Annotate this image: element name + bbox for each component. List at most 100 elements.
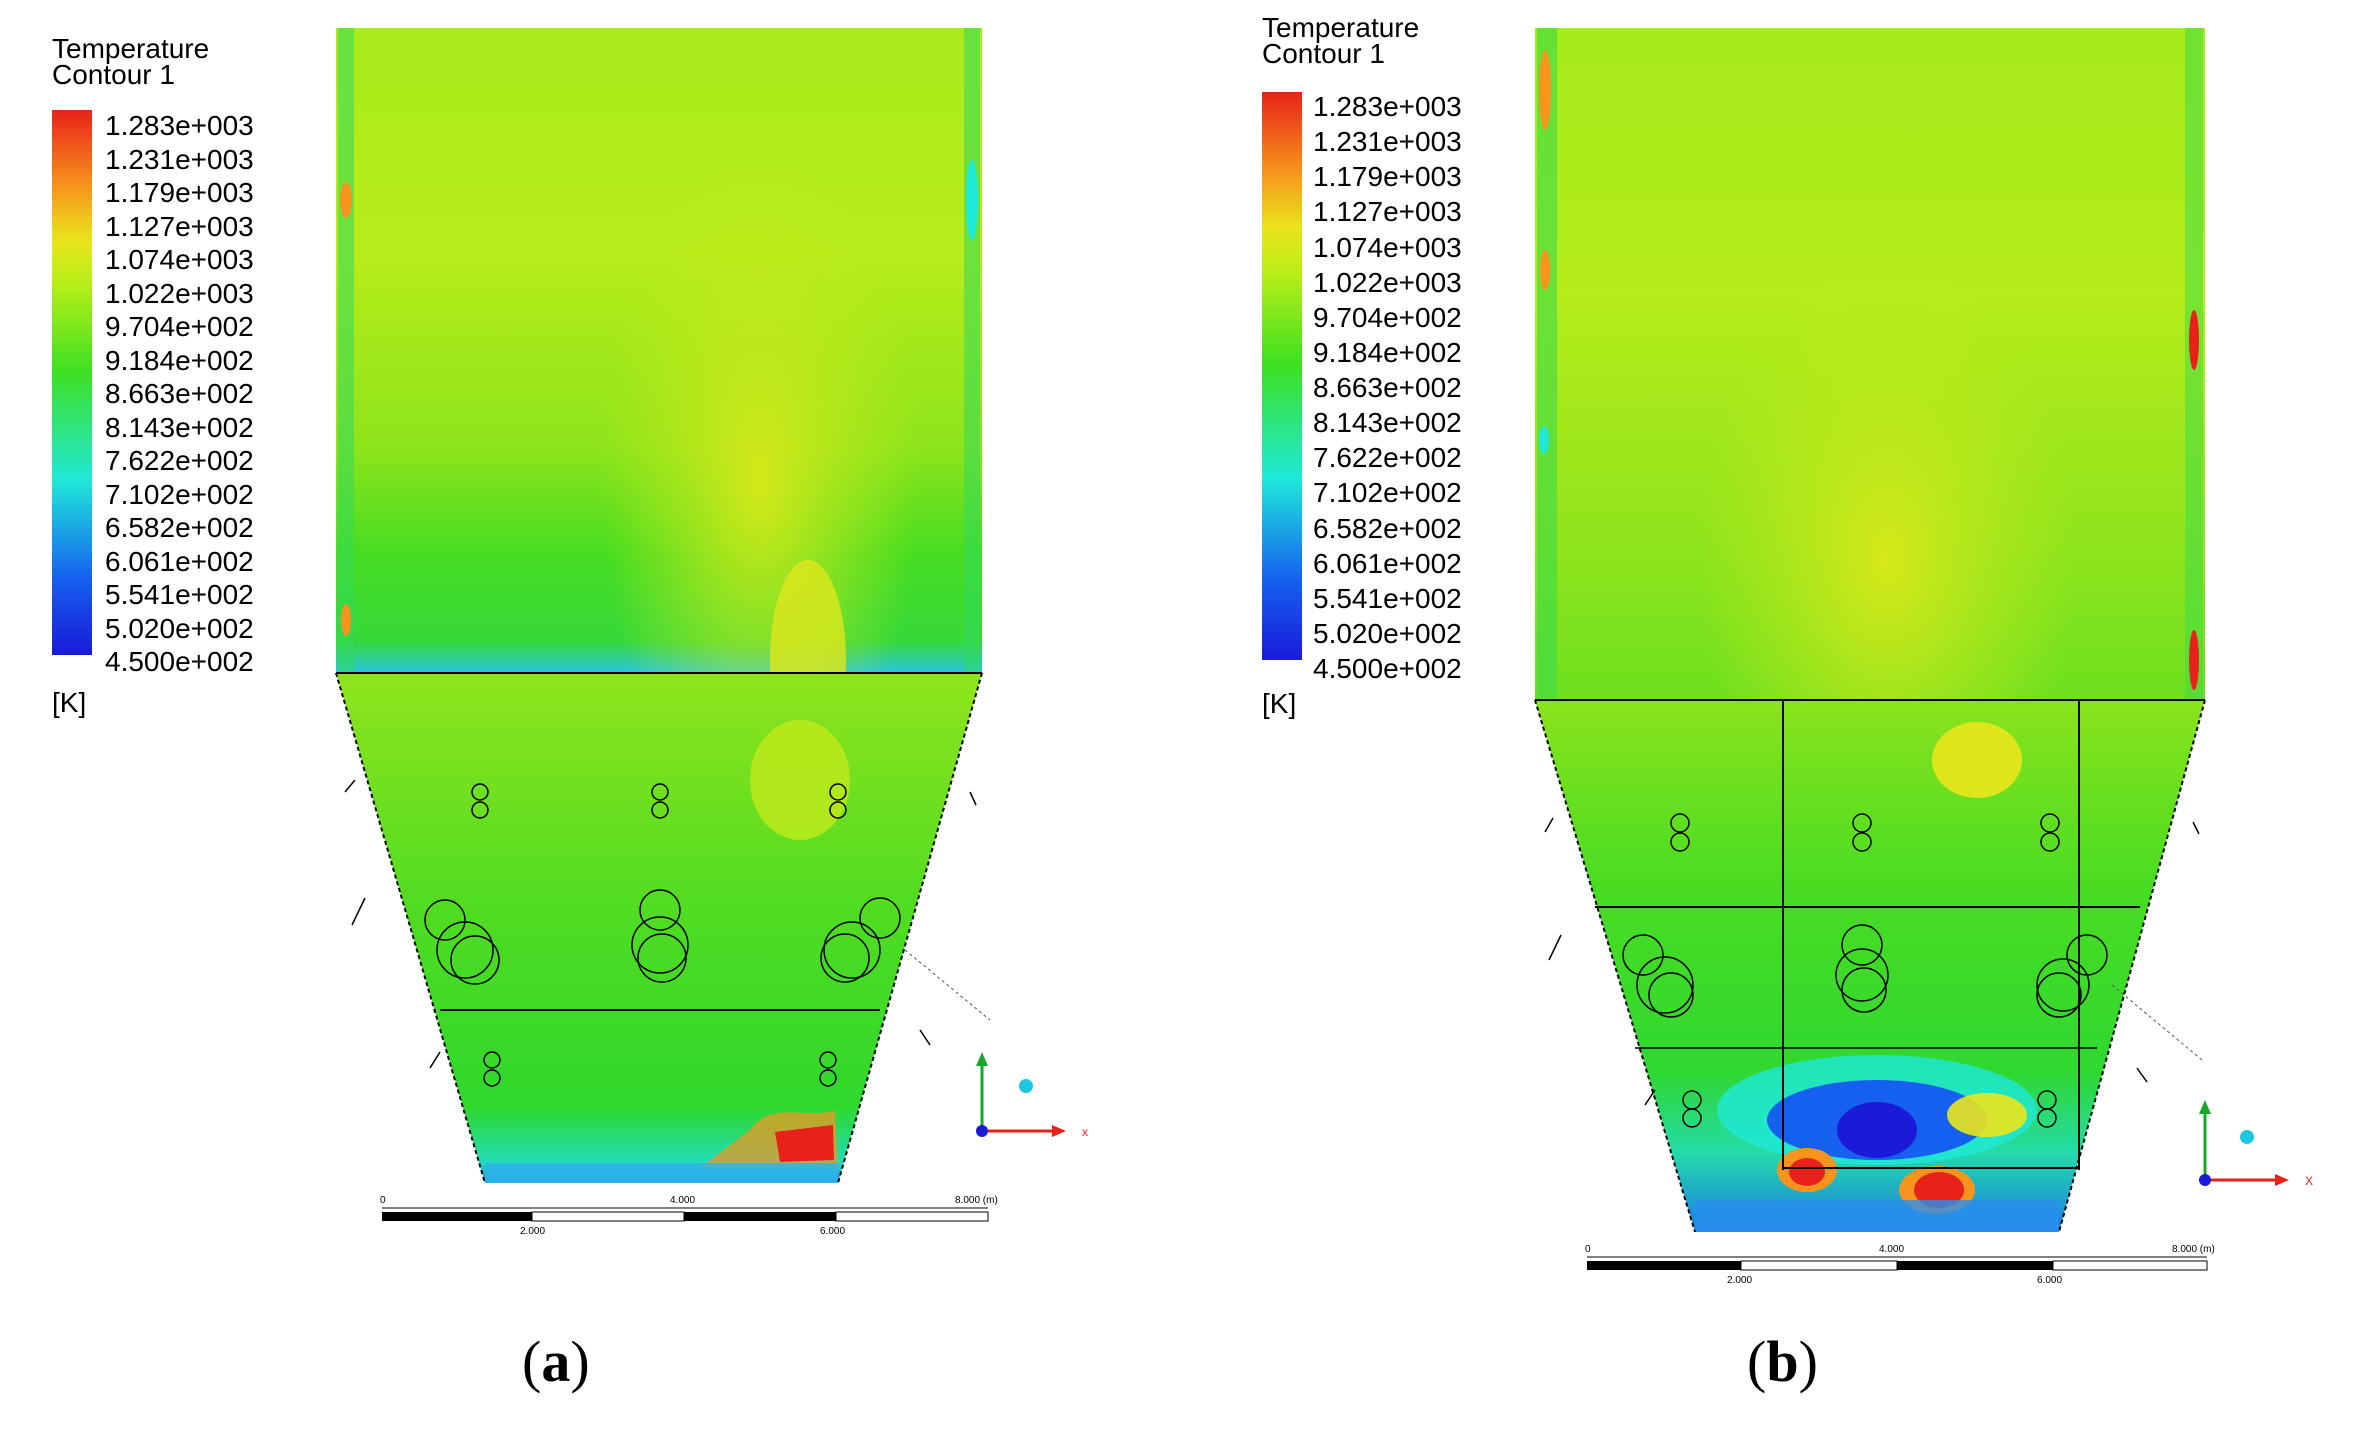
legend-level-label: 1.179e+003 — [105, 177, 254, 208]
tick-mark — [429, 1051, 441, 1069]
legend-level-label: 8.143e+002 — [1313, 407, 1462, 439]
wall-hot-spot — [2189, 630, 2199, 690]
tick-mark — [344, 779, 356, 793]
legend-level-label: 9.704e+002 — [105, 311, 254, 342]
wall-hot-spot — [340, 182, 352, 218]
legend-title-line2: Contour 1 — [52, 59, 175, 90]
legend-level-label: 5.541e+002 — [105, 579, 254, 610]
legend-title: Temperature Contour 1 — [1262, 13, 1419, 69]
legend-level-label: 1.074e+003 — [105, 244, 254, 275]
hot-zone-core — [1914, 1172, 1964, 1208]
legend-level-label: 4.500e+002 — [1313, 653, 1462, 684]
scale-label-2: 2.000 — [520, 1226, 545, 1237]
scale-bar: 0 4.000 8.000 (m) 2.000 6.000 — [380, 1195, 998, 1237]
right-wall-layer — [964, 28, 980, 673]
legend-level-label: 8.663e+002 — [105, 378, 254, 409]
color-legend-bar — [1262, 92, 1302, 660]
legend-level-label: 1.283e+003 — [1313, 91, 1462, 122]
wall-cold-spot — [1539, 426, 1549, 454]
warm-zone — [1947, 1093, 2027, 1137]
legend-level-label: 1.022e+003 — [105, 277, 254, 309]
burner-markers — [1622, 813, 2108, 1128]
scale-label-2: 2.000 — [1727, 1275, 1752, 1286]
legend-labels: 1.283e+003 1.231e+003 1.179e+003 1.127e+003… — [1313, 91, 1513, 684]
legend-level-label: 7.102e+002 — [1313, 477, 1462, 509]
burner-markers — [424, 783, 901, 1087]
axis-triad: X — [2199, 1100, 2313, 1188]
hopper-wall-left — [335, 672, 486, 1184]
scale-label-start: 0 — [1585, 1244, 1591, 1255]
cold-zone-center — [1837, 1102, 1917, 1158]
legend-level-label: 1.231e+003 — [1313, 126, 1462, 158]
tick-mark — [2136, 1067, 2148, 1083]
legend-level-label: 1.179e+003 — [1313, 161, 1462, 193]
legend-labels: 1.283e+003 1.231e+003 1.179e+003 1.127e+003… — [105, 110, 305, 677]
legend-level-label: 8.143e+002 — [105, 411, 254, 443]
legend-title: Temperature Contour 1 — [52, 34, 209, 90]
wall-hot-spot — [2189, 310, 2199, 370]
scale-label-end: 8.000 (m) — [2172, 1244, 2215, 1255]
legend-level-label: 1.127e+003 — [1313, 196, 1462, 228]
left-wall-layer — [1537, 28, 1557, 700]
hopper-warm-zone — [750, 720, 850, 840]
legend-level-label: 8.663e+002 — [1313, 372, 1462, 403]
tick-mark — [2192, 821, 2200, 835]
panel-a: Temperature Contour 1 1.283e+003 1.231e+0… — [52, 28, 1088, 1394]
hot-zone-core — [775, 1125, 834, 1162]
hopper-wall-left — [1534, 699, 1696, 1233]
legend-title-line1: Temperature — [1262, 12, 1420, 43]
legend-level-label: 9.184e+002 — [1313, 336, 1462, 368]
scale-bar: 0 4.000 8.000 (m) 2.000 6.000 — [1585, 1244, 2215, 1286]
legend-level-label: 6.061e+002 — [1313, 547, 1462, 579]
legend-level-label: 7.622e+002 — [1313, 442, 1462, 474]
legend-level-label: 1.283e+003 — [105, 110, 254, 141]
legend-level-label: 5.020e+002 — [1313, 617, 1462, 649]
scale-label-mid: 4.000 — [1879, 1244, 1904, 1255]
axis-label-x: X — [2305, 1174, 2313, 1188]
legend-level-label: 7.622e+002 — [105, 445, 254, 476]
legend-level-label: 1.127e+003 — [105, 210, 254, 242]
tick-mark — [351, 897, 366, 926]
contour-plot: x 0 4.000 8.000 (m) 2.000 6.000 — [335, 28, 1088, 1237]
color-legend-bar — [52, 110, 92, 655]
wall-hot-spot — [341, 604, 351, 636]
hopper-wall-right — [837, 672, 983, 1184]
legend-level-label: 9.184e+002 — [105, 344, 254, 376]
wall-hot-spot — [1539, 50, 1551, 130]
wall-cold-spot — [966, 160, 978, 240]
legend-level-label: 6.582e+002 — [105, 512, 254, 543]
legend-level-label: 5.020e+002 — [105, 612, 254, 644]
tick-mark — [1548, 934, 1562, 961]
caption-letter: b — [1766, 1329, 1799, 1394]
tick-mark — [1644, 1089, 1656, 1106]
scale-label-6: 6.000 — [2037, 1275, 2062, 1286]
legend-level-label: 9.704e+002 — [1313, 301, 1462, 333]
hot-zone-core — [1789, 1158, 1825, 1186]
axis-triad: x — [976, 1052, 1088, 1139]
bottom-cold-layer — [1695, 1200, 2059, 1232]
hopper-warm-zone — [1932, 722, 2022, 798]
scale-label-end: 8.000 (m) — [955, 1195, 998, 1206]
panel-caption: (a) — [522, 1329, 590, 1394]
legend-title-line2: Contour 1 — [1262, 38, 1385, 69]
scale-label-start: 0 — [380, 1195, 386, 1206]
caption-letter: a — [541, 1329, 571, 1394]
wall-hot-spot — [1540, 250, 1550, 290]
scale-label-6: 6.000 — [820, 1226, 845, 1237]
legend-level-label: 5.541e+002 — [1313, 582, 1462, 614]
left-wall-layer — [338, 28, 354, 673]
panel-caption: (b) — [1747, 1329, 1818, 1394]
axis-label-x: x — [1082, 1125, 1088, 1139]
contour-plot: X 0 4.000 8.000 (m) 2.000 6.000 — [1534, 28, 2313, 1286]
bottom-cold-layer — [485, 1163, 838, 1183]
legend-level-label: 7.102e+002 — [105, 478, 254, 510]
legend-level-label: 1.074e+003 — [1313, 231, 1462, 263]
scale-label-mid: 4.000 — [670, 1195, 695, 1206]
legend-level-label: 6.061e+002 — [105, 545, 254, 577]
legend-unit: [K] — [52, 687, 87, 718]
legend-level-label: 6.582e+002 — [1313, 512, 1462, 544]
legend-level-label: 4.500e+002 — [105, 646, 254, 677]
hopper-wall-right — [2058, 699, 2206, 1233]
tick-mark — [1544, 817, 1554, 833]
leader-line — [904, 949, 991, 1021]
